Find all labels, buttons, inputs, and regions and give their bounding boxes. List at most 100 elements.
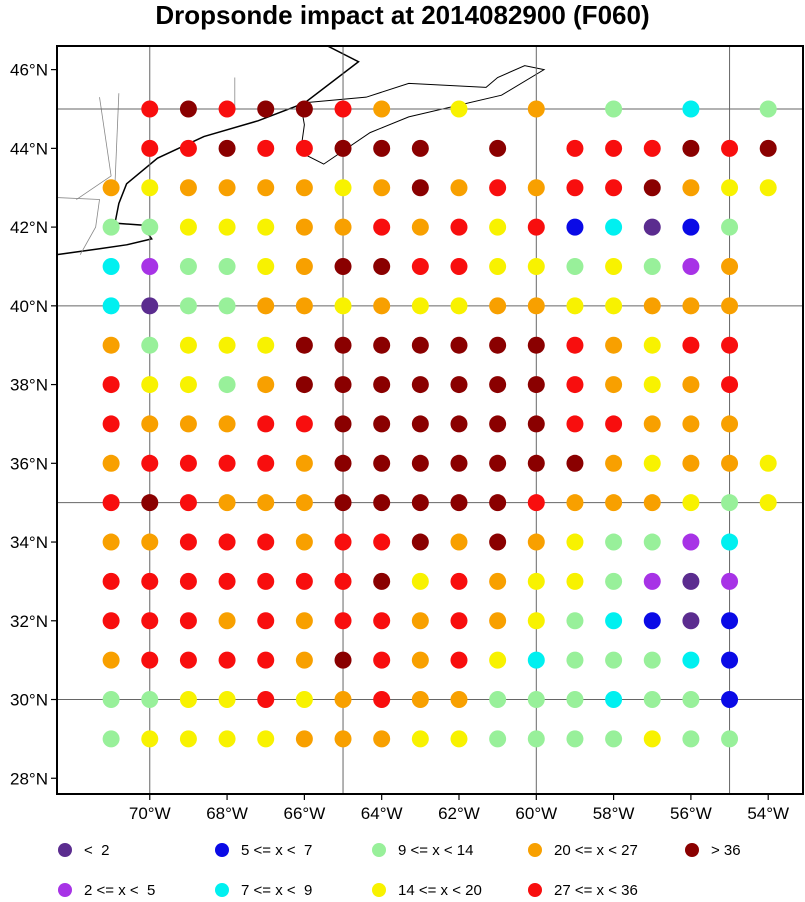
impact-point [102,572,120,590]
x-tick-label: 54°W [747,804,789,823]
impact-point [295,179,313,197]
impact-point [218,179,236,197]
impact-point [334,730,352,748]
impact-point [605,218,623,236]
impact-point [218,533,236,551]
impact-point [179,730,197,748]
impact-point [489,454,507,472]
impact-point [141,730,159,748]
impact-point [411,336,429,354]
y-tick-label: 30°N [10,691,48,710]
impact-point [682,494,700,512]
impact-point [605,336,623,354]
impact-point [141,651,159,669]
impact-point [566,612,584,630]
impact-point [682,612,700,630]
legend-label: 9 <= x < 14 [398,841,474,859]
impact-point [566,454,584,472]
impact-point [373,691,391,709]
impact-point [218,454,236,472]
legend-label: 27 <= x < 36 [554,881,638,899]
impact-point [643,691,661,709]
impact-point [450,179,468,197]
impact-point [682,572,700,590]
legend-label: 7 <= x < 9 [241,881,313,899]
legend-label: < 2 [84,841,110,859]
impact-point [721,376,739,394]
impact-point [721,454,739,472]
impact-point [643,494,661,512]
impact-point [566,257,584,275]
impact-point [295,415,313,433]
impact-point [721,651,739,669]
impact-point [295,218,313,236]
impact-point [643,218,661,236]
impact-point [489,297,507,315]
impact-point [759,100,777,118]
impact-point [295,651,313,669]
impact-point [411,691,429,709]
chart-title: Dropsonde impact at 2014082900 (F060) [155,0,650,30]
map-frame [56,45,804,795]
impact-point [450,218,468,236]
impact-point [489,336,507,354]
impact-point [450,691,468,709]
impact-point [295,691,313,709]
impact-point [179,336,197,354]
impact-point [334,494,352,512]
impact-point [643,730,661,748]
x-tick-label: 58°W [593,804,635,823]
impact-point [218,691,236,709]
impact-point [295,494,313,512]
impact-point [527,100,545,118]
impact-point [605,415,623,433]
impact-point [411,415,429,433]
impact-point [257,612,275,630]
legend-item: > 36 [685,838,741,862]
impact-point [643,376,661,394]
impact-point [605,454,623,472]
impact-point [218,730,236,748]
legend-label: > 36 [711,841,741,859]
impact-point [373,651,391,669]
legend-swatch [58,843,72,857]
impact-point [682,257,700,275]
impact-point [218,297,236,315]
impact-point [605,651,623,669]
y-tick-label: 28°N [10,769,48,788]
impact-point [566,139,584,157]
impact-point [605,691,623,709]
impact-point [411,651,429,669]
impact-point [605,612,623,630]
impact-point [334,612,352,630]
impact-point [721,612,739,630]
impact-point [179,257,197,275]
impact-point [218,612,236,630]
impact-point [102,454,120,472]
impact-point [682,651,700,669]
impact-point [643,454,661,472]
impact-point [373,179,391,197]
impact-point [721,336,739,354]
impact-point [411,533,429,551]
impact-point [102,415,120,433]
impact-point [489,533,507,551]
legend-item: 20 <= x < 27 [528,838,638,862]
impact-point [450,100,468,118]
impact-point [257,730,275,748]
impact-point [566,218,584,236]
impact-point [721,139,739,157]
impact-point [218,415,236,433]
impact-point [450,730,468,748]
legend-swatch [58,883,72,897]
x-tick-label: 60°W [515,804,557,823]
impact-point [605,297,623,315]
impact-point [257,336,275,354]
legend-item: 2 <= x < 5 [58,878,155,902]
y-tick-label: 36°N [10,454,48,473]
legend-swatch [685,843,699,857]
impact-point [450,376,468,394]
impact-point [141,179,159,197]
impact-point [411,494,429,512]
impact-point [759,494,777,512]
